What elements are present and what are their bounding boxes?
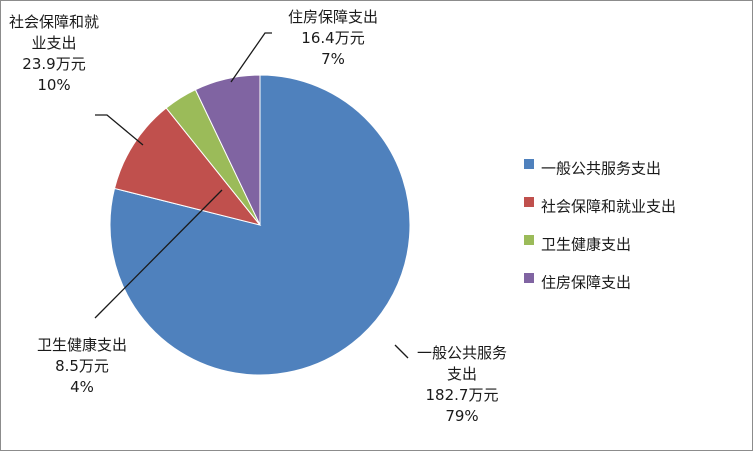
legend-swatch-3 <box>524 273 534 283</box>
legend-swatch-1 <box>524 197 534 207</box>
slice-label-name-0-0: 一般公共服务 <box>417 344 507 362</box>
legend-swatch-2 <box>524 235 534 245</box>
pie-slice-3 <box>194 74 261 226</box>
slice-label-name-1-0: 社会保障和就 <box>9 13 99 31</box>
leader-line-1 <box>95 114 144 146</box>
legend-label-1: 社会保障和就业支出 <box>541 198 676 216</box>
slice-label-value-3: 16.4万元 <box>301 29 364 47</box>
legend-label-2: 卫生健康支出 <box>541 236 631 254</box>
slice-label-name-2-0: 卫生健康支出 <box>37 336 127 354</box>
leader-line-3 <box>230 32 272 83</box>
slice-label-value-1: 23.9万元 <box>22 55 85 73</box>
data-labels: 一般公共服务支出 182.7万元 79% 社会保障和就业支出 23.9万元 10% 卫生健康… <box>9 8 507 425</box>
slice-label-percent-3: 7% <box>321 50 345 68</box>
slice-label-value-2: 8.5万元 <box>55 357 109 375</box>
pie-slice-1 <box>113 107 262 226</box>
slice-label-name-0-1: 支出 <box>447 365 477 383</box>
slice-label-name-3-0: 住房保障支出 <box>288 8 378 26</box>
slice-label-percent-0: 79% <box>445 407 478 425</box>
leader-lines <box>94 32 409 359</box>
slice-label-name-1-1: 业支出 <box>31 34 76 52</box>
legend-label-3: 住房保障支出 <box>541 274 631 292</box>
leader-line-0 <box>394 344 409 359</box>
slice-label-value-0: 182.7万元 <box>426 386 499 404</box>
slice-label-percent-1: 10% <box>37 76 70 94</box>
leader-line-2 <box>94 189 223 319</box>
legend-label-0: 一般公共服务支出 <box>541 160 661 178</box>
slice-label-percent-2: 4% <box>70 378 94 396</box>
legend-swatch-0 <box>524 159 534 169</box>
pie-slices <box>109 74 411 376</box>
